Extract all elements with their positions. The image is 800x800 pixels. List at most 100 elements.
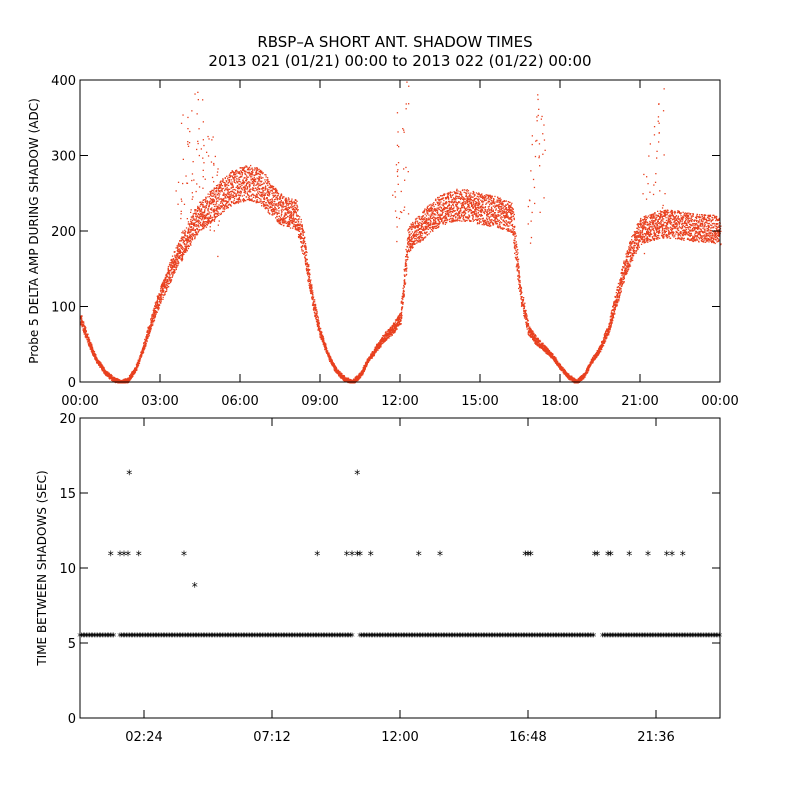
top-point [210, 216, 212, 218]
top-point [310, 279, 312, 281]
top-point [89, 341, 91, 343]
top-point [390, 329, 392, 332]
top-point [219, 207, 221, 210]
top-point [136, 365, 139, 367]
top-point [292, 205, 294, 208]
top-point [274, 195, 276, 197]
top-point [251, 198, 253, 200]
top-point [222, 208, 224, 210]
top-point [140, 351, 142, 353]
top-point [397, 317, 399, 319]
top-point [388, 334, 390, 336]
top-point [385, 333, 387, 336]
top-point [170, 258, 173, 261]
top-point [174, 271, 176, 273]
top-point [134, 367, 136, 369]
top-point [200, 204, 202, 206]
top-point [213, 192, 215, 194]
top-point [322, 341, 324, 343]
top-point [248, 195, 250, 197]
top-point [199, 215, 202, 217]
top-point [173, 262, 175, 264]
top-point [197, 231, 199, 233]
top-point [82, 329, 84, 331]
top-point [224, 177, 226, 179]
top-point [403, 284, 405, 287]
top-point [86, 334, 88, 336]
top-point [160, 288, 162, 290]
top-point [202, 224, 204, 226]
top-point [293, 209, 295, 211]
top-point [198, 226, 200, 228]
top-point [287, 223, 289, 225]
top-point [408, 232, 410, 234]
top-point [217, 211, 219, 213]
top-point [187, 238, 190, 241]
top-point [271, 209, 273, 211]
top-point [273, 208, 275, 210]
top-point [238, 188, 240, 190]
top-point [93, 354, 95, 356]
top-point [257, 192, 260, 195]
top-point [165, 281, 167, 284]
top-point [180, 258, 182, 261]
top-point [301, 224, 303, 226]
top-point [152, 314, 155, 316]
top-point [105, 371, 107, 373]
top-point [226, 194, 228, 197]
top-point [250, 168, 252, 170]
top-point [195, 218, 197, 220]
top-point [205, 221, 207, 223]
top-point [256, 196, 258, 198]
top-point [270, 200, 272, 203]
top-point [262, 202, 264, 204]
top-point [339, 373, 342, 376]
top-point [306, 272, 309, 274]
top-point [173, 264, 176, 266]
top-point [307, 269, 309, 271]
top-point [304, 257, 306, 260]
top-point [264, 208, 267, 210]
top-point [244, 170, 246, 172]
top-point [301, 231, 303, 233]
top-point [244, 172, 246, 174]
top-point [300, 221, 302, 223]
top-point [288, 206, 290, 208]
top-point [246, 175, 248, 177]
top-point [203, 218, 205, 220]
top-point [309, 287, 311, 290]
top-point [176, 253, 178, 255]
top-point [212, 201, 214, 203]
top-point [235, 201, 237, 204]
top-point [305, 248, 307, 251]
top-point [187, 230, 189, 232]
top-point [352, 380, 354, 382]
top-point [356, 379, 358, 382]
top-point [230, 205, 232, 207]
top-point [262, 204, 265, 206]
top-point [262, 183, 264, 185]
top-point [394, 319, 397, 321]
top-point [209, 217, 211, 219]
top-point [86, 341, 89, 343]
top-point [110, 374, 112, 376]
top-point [307, 271, 309, 273]
top-point [187, 223, 189, 225]
top-point [93, 354, 95, 356]
top-point [316, 311, 318, 313]
top-point [263, 205, 265, 207]
top-point [218, 192, 220, 195]
top-point [233, 177, 236, 179]
top-point [243, 186, 246, 188]
top-point [83, 330, 85, 332]
top-point [275, 192, 277, 194]
top-point [107, 374, 110, 376]
top-point [256, 177, 258, 179]
top-point [306, 264, 308, 266]
top-point [106, 375, 108, 377]
top-point [308, 269, 310, 271]
top-point [148, 327, 151, 330]
top-point [147, 329, 149, 331]
top-point [151, 314, 153, 316]
top-point [411, 225, 414, 228]
